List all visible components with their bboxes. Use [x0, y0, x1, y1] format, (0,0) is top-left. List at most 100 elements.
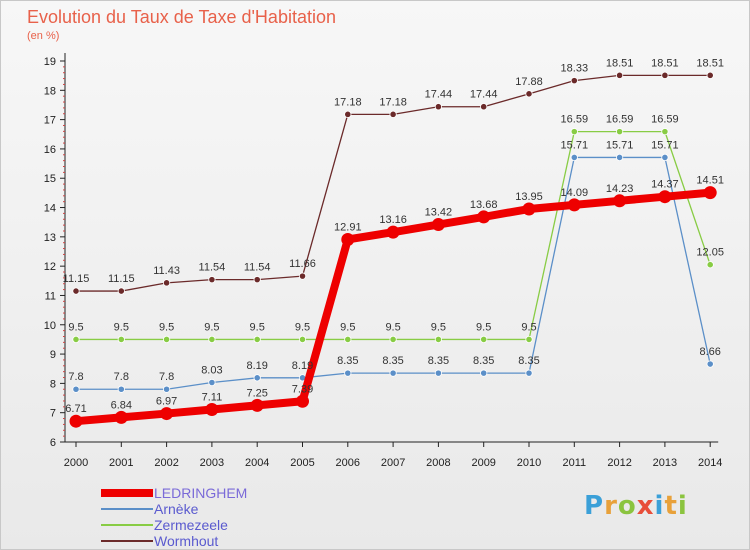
- data-point-zermezeele: [615, 128, 624, 136]
- data-label: 9.5: [114, 321, 129, 333]
- data-label: 11.15: [108, 273, 135, 285]
- data-label: 8.19: [292, 360, 313, 372]
- data-point-zermezeele: [434, 335, 442, 344]
- data-point-arnèke: [389, 369, 397, 377]
- data-point-zermezeele: [117, 335, 125, 344]
- legend-label: Arnèke: [154, 501, 199, 517]
- data-label: 9.5: [431, 321, 446, 333]
- data-label: 11.15: [63, 273, 90, 285]
- data-point-ledringhem: [341, 232, 355, 246]
- data-point-wormhout: [253, 276, 261, 284]
- legend-item: Wormhout: [101, 533, 247, 549]
- data-label: 7.39: [292, 383, 313, 395]
- legend: LEDRINGHEM Arnèke Zermezeele Wormhout: [101, 485, 247, 549]
- chart-title: Evolution du Taux de Taxe d'Habitation: [27, 7, 336, 27]
- data-point-zermezeele: [72, 335, 80, 344]
- data-label: 9.5: [250, 321, 265, 333]
- data-point-arnèke: [615, 153, 624, 162]
- data-label: 17.44: [470, 89, 498, 101]
- data-label: 9.5: [204, 321, 219, 333]
- x-tick-label: 2010: [517, 457, 541, 469]
- data-label: 14.51: [696, 175, 724, 187]
- data-point-ledringhem: [296, 394, 309, 408]
- data-label: 11.66: [289, 258, 316, 270]
- data-label: 15.71: [561, 139, 589, 151]
- data-point-ledringhem: [522, 202, 536, 216]
- data-point-wormhout: [570, 77, 578, 85]
- data-point-zermezeele: [253, 335, 261, 344]
- x-tick-label: 2001: [109, 457, 133, 469]
- data-label: 9.5: [476, 321, 491, 333]
- data-point-wormhout: [525, 90, 533, 98]
- data-point-arnèke: [525, 369, 533, 377]
- y-tick-label: 10: [44, 320, 56, 332]
- y-tick-label: 8: [50, 378, 56, 390]
- legend-item: LEDRINGHEM: [101, 485, 247, 501]
- data-point-ledringhem: [386, 225, 400, 239]
- data-label: 7.8: [68, 371, 83, 383]
- data-point-wormhout: [208, 276, 216, 284]
- logo-letter: i: [654, 491, 665, 521]
- data-point-zermezeele: [298, 335, 307, 344]
- data-label: 11.43: [153, 265, 180, 277]
- data-point-zermezeele: [570, 128, 578, 136]
- x-tick-label: 2006: [336, 457, 360, 469]
- data-point-wormhout: [661, 71, 669, 79]
- y-tick-label: 9: [50, 349, 56, 361]
- data-point-ledringhem: [69, 414, 83, 428]
- data-label: 9.5: [340, 321, 355, 333]
- legend-swatch: [101, 508, 153, 510]
- data-label: 7.11: [202, 391, 223, 403]
- data-point-zermezeele: [163, 335, 171, 344]
- data-point-ledringhem: [567, 198, 581, 212]
- data-point-ledringhem: [658, 190, 672, 204]
- logo-letter: P: [584, 491, 605, 521]
- data-point-wormhout: [434, 103, 442, 111]
- data-point-zermezeele: [706, 261, 714, 269]
- data-label: 9.5: [385, 321, 400, 333]
- x-tick-label: 2013: [653, 457, 677, 469]
- data-point-wormhout: [117, 287, 125, 295]
- data-label: 18.51: [606, 57, 634, 69]
- data-label: 14.23: [606, 183, 634, 195]
- data-label: 16.59: [561, 114, 589, 126]
- data-label: 18.33: [561, 63, 589, 75]
- data-label: 9.5: [295, 321, 310, 333]
- data-label: 7.8: [159, 371, 174, 383]
- data-label: 14.09: [561, 187, 589, 199]
- data-label: 6.71: [65, 403, 86, 415]
- logo-letter: i: [677, 491, 688, 521]
- data-label: 17.88: [515, 76, 543, 88]
- data-label: 15.71: [651, 139, 679, 151]
- data-point-wormhout: [344, 110, 352, 118]
- data-point-ledringhem: [205, 402, 219, 416]
- data-point-wormhout: [72, 287, 80, 295]
- y-tick-label: 18: [44, 85, 56, 97]
- legend-swatch: [101, 524, 153, 526]
- data-label: 8.35: [428, 355, 449, 367]
- data-point-wormhout: [615, 71, 624, 79]
- x-tick-label: 2009: [471, 457, 495, 469]
- data-label: 6.97: [156, 396, 177, 408]
- x-tick-label: 2014: [698, 457, 722, 469]
- data-label: 13.42: [425, 207, 453, 219]
- data-label: 17.18: [379, 96, 407, 108]
- data-label: 13.16: [379, 214, 407, 226]
- data-point-ledringhem: [160, 407, 174, 421]
- data-point-ledringhem: [703, 186, 717, 200]
- data-point-arnèke: [72, 385, 80, 393]
- legend-swatch: [101, 489, 153, 497]
- data-point-zermezeele: [208, 335, 216, 344]
- data-point-ledringhem: [613, 194, 627, 208]
- data-point-zermezeele: [389, 335, 397, 344]
- data-label: 17.18: [334, 96, 362, 108]
- data-label: 13.95: [515, 191, 543, 203]
- data-point-arnèke: [117, 385, 125, 393]
- data-label: 14.37: [651, 179, 679, 191]
- data-point-wormhout: [706, 71, 714, 79]
- data-point-wormhout: [163, 279, 171, 287]
- data-label: 8.19: [246, 360, 267, 372]
- data-label: 11.54: [244, 262, 271, 274]
- data-point-arnèke: [480, 369, 488, 377]
